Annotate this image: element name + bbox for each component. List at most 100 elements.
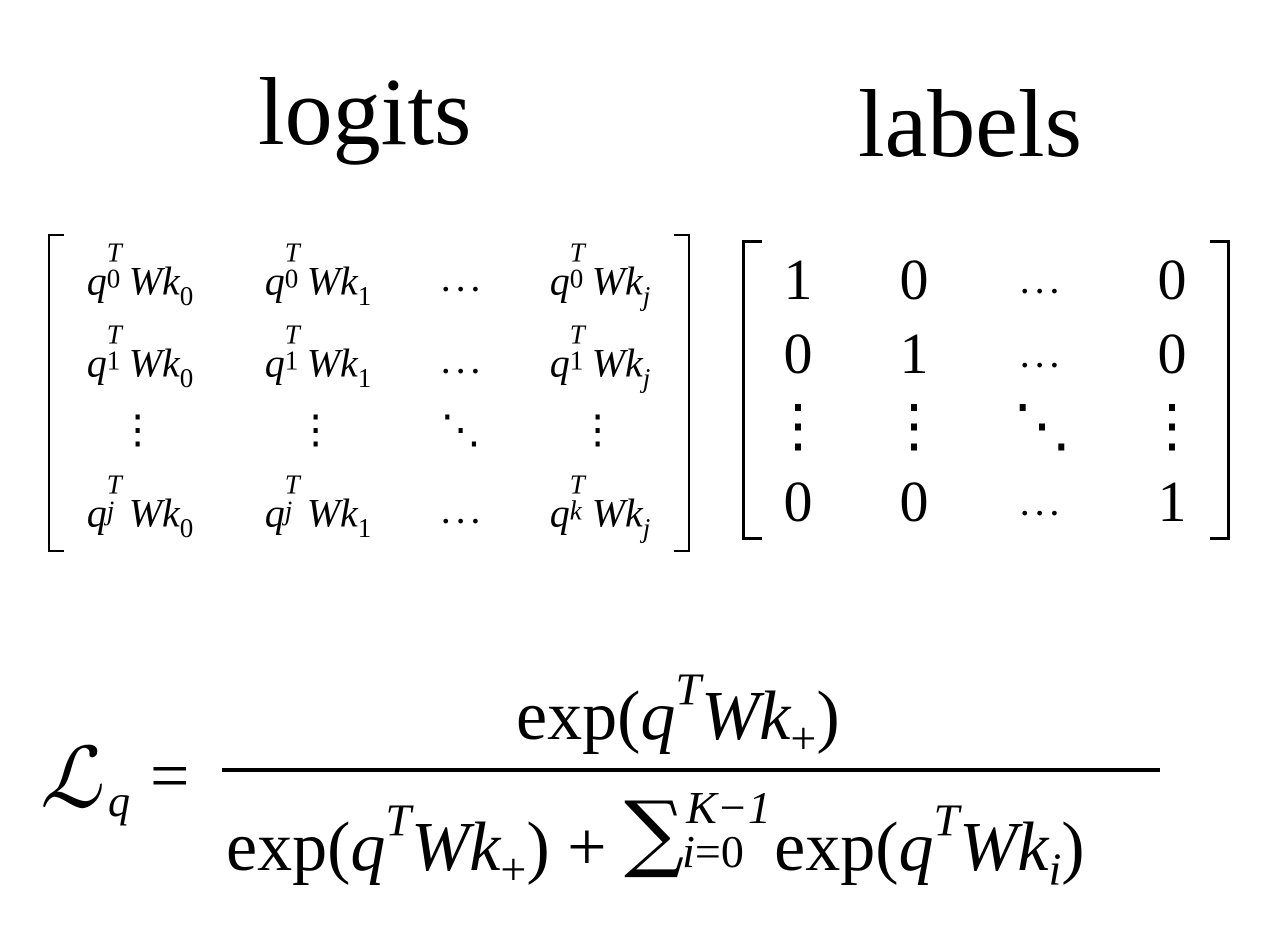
labels-cell-r1-c1: 1 <box>899 321 929 386</box>
logits-q-sub: k <box>569 495 582 526</box>
logits-cell-r1-c2: ... <box>441 340 485 380</box>
logits-cell-r1-c0: q T 1 Wk0 <box>86 321 194 391</box>
logits-cell-r3-c2: ... <box>441 490 485 530</box>
logits-k-sub: j <box>642 362 651 393</box>
logits-q-sub: 1 <box>106 345 121 376</box>
logits-q-sup: T <box>569 319 585 350</box>
denominator-q-1: q <box>350 809 386 886</box>
numerator: exp(qTWk+) <box>516 666 840 761</box>
logits-k-sub: j <box>642 512 651 543</box>
denominator-q-2: q <box>898 809 934 886</box>
labels-cell-r2-c0: ⋮ <box>769 393 827 458</box>
logits-right-bracket <box>674 234 690 552</box>
denominator-w-1: W <box>410 809 470 886</box>
denominator-k-1-sub: + <box>500 843 527 895</box>
logits-q-sub: 0 <box>569 263 584 294</box>
sum-lower-limit: i=0 <box>682 825 744 877</box>
equals-sign: = <box>150 738 190 815</box>
logits-dots: ⋮ <box>117 407 163 452</box>
numerator-q-sup: T <box>675 663 701 715</box>
denominator-exp-2: exp( <box>774 809 899 886</box>
logits-q-sup: T <box>569 469 585 500</box>
logits-w: W <box>306 340 341 386</box>
logits-q-sub: 0 <box>106 263 121 294</box>
logits-q: q <box>549 258 570 304</box>
logits-k: k <box>340 258 358 304</box>
plus-sign: + <box>567 809 607 886</box>
logits-q-sub: j <box>284 495 293 526</box>
logits-q: q <box>264 340 285 386</box>
labels-matrix: 1 0... 0 0 1... 0 ⋮ ⋮ ⋱ ⋮ 0 0... 1 <box>742 240 1230 540</box>
logits-dots: ... <box>440 255 486 300</box>
logits-cell-r2-c2: ⋱ <box>441 410 486 450</box>
logits-matrix: q T 0 Wk0 q T 0 Wk1... q T 0 Wkj q T 1 Wk0 q T 1 Wk1... q T 1 W… <box>48 234 690 552</box>
labels-cell-r3-c1: 0 <box>899 469 929 534</box>
logits-q-sub: 1 <box>284 345 299 376</box>
logits-dots: ... <box>440 487 486 532</box>
numerator-w: W <box>700 678 760 755</box>
logits-cell-r2-c3: ⋮ <box>578 410 623 450</box>
logits-q: q <box>549 490 570 536</box>
denominator-close-2: ) <box>1061 809 1085 886</box>
labels-cell-r0-c2: ... <box>1019 257 1065 302</box>
logits-w: W <box>128 258 163 304</box>
logits-left-bracket <box>48 234 64 552</box>
logits-q-sub: 0 <box>284 263 299 294</box>
sum-index-start: =0 <box>694 825 744 877</box>
logits-q-sup: T <box>106 469 122 500</box>
denominator-close-1: ) <box>526 809 550 886</box>
logits-q-sup: T <box>284 469 300 500</box>
denominator-exp-1: exp( <box>226 809 351 886</box>
loss-subscript: q <box>108 777 130 826</box>
logits-title: logits <box>258 58 472 165</box>
logits-k: k <box>340 490 358 536</box>
labels-cell-r0-c0: 1 <box>783 247 813 312</box>
logits-q-sub: j <box>106 495 115 526</box>
logits-w: W <box>128 490 163 536</box>
labels-cell-r3-c3: 1 <box>1157 469 1187 534</box>
labels-title: labels <box>858 70 1082 177</box>
summation: ∑ K−1 i=0 <box>624 785 774 874</box>
logits-k: k <box>162 340 180 386</box>
logits-k-sub: 1 <box>357 512 372 543</box>
logits-q: q <box>264 490 285 536</box>
denominator-q-2-sup: T <box>933 794 960 846</box>
denominator-k-1: k <box>469 809 501 886</box>
fraction-line <box>222 768 1160 772</box>
logits-q-sup: T <box>106 319 122 350</box>
logits-q: q <box>549 340 570 386</box>
logits-q: q <box>86 340 107 386</box>
logits-k-sub: 0 <box>179 280 194 311</box>
logits-cell-r2-c1: ⋮ <box>296 410 341 450</box>
labels-cell-r3-c2: ... <box>1019 479 1065 524</box>
labels-cell-r2-c3: ⋮ <box>1143 393 1201 458</box>
labels-left-bracket <box>742 240 762 540</box>
logits-q-sup: T <box>284 237 300 268</box>
logits-dots: ⋮ <box>577 407 623 452</box>
numerator-k-sub: + <box>790 712 817 764</box>
denominator-k-2-sub: i <box>1048 843 1062 895</box>
labels-cell-r2-c2: ⋱ <box>1013 393 1071 458</box>
logits-w: W <box>306 258 341 304</box>
logits-cell-r0-c1: q T 0 Wk1 <box>265 239 372 309</box>
labels-cell-r0-c1: 0 <box>899 247 929 312</box>
logits-cell-r2-c0: ⋮ <box>118 410 163 450</box>
logits-q-sup: T <box>284 319 300 350</box>
logits-k: k <box>625 490 643 536</box>
sum-upper-limit: K−1 <box>686 782 771 834</box>
logits-cell-r0-c0: q T 0 Wk0 <box>87 239 194 309</box>
logits-k: k <box>162 258 180 304</box>
logits-cell-r1-c1: q T 1 Wk1 <box>264 321 372 391</box>
denominator: exp(qTWk+) + ∑ K−1 i=0 exp(qTWki) <box>226 785 1085 892</box>
logits-dots: ⋮ <box>295 407 341 452</box>
logits-cell-r1-c3: q T 1 Wkj <box>549 321 651 391</box>
